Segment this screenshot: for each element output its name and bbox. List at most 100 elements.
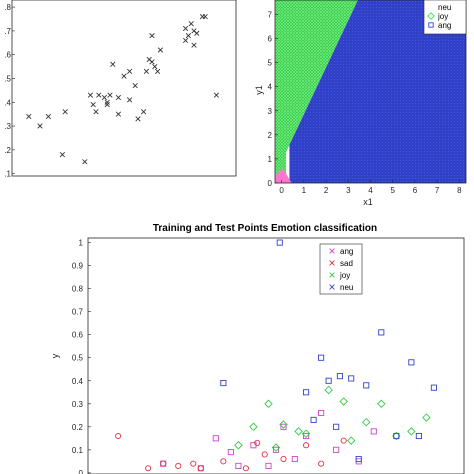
plot-area-top-left bbox=[11, 0, 237, 177]
data-point-joy bbox=[377, 399, 386, 409]
data-point bbox=[104, 102, 110, 108]
data-point-neu bbox=[348, 375, 355, 382]
y-tick-label: 0.7 bbox=[72, 308, 84, 317]
data-point-neu bbox=[220, 380, 227, 387]
y-axis-label-bottom: y bbox=[50, 353, 60, 358]
y-tick-label: .7 bbox=[4, 27, 11, 36]
data-point-neu bbox=[325, 377, 332, 384]
data-point bbox=[104, 99, 110, 105]
legend-marker bbox=[428, 22, 434, 28]
y-tick-label: .5 bbox=[4, 74, 11, 83]
data-point bbox=[140, 109, 147, 115]
data-point-joy bbox=[407, 427, 416, 436]
x-tick-label: 7 bbox=[435, 186, 440, 195]
data-point-joy bbox=[346, 436, 356, 445]
data-point bbox=[143, 68, 150, 74]
y-tick-label: 0.9 bbox=[72, 262, 84, 271]
x-axis-label-decision: x1 bbox=[363, 197, 373, 207]
y-tick-label: 0.5 bbox=[72, 354, 84, 363]
data-point-ang bbox=[303, 432, 310, 440]
data-point-neu bbox=[393, 432, 400, 440]
data-point-sad bbox=[160, 460, 167, 467]
data-point-sad bbox=[280, 455, 287, 463]
data-point bbox=[101, 94, 108, 101]
legend-marker bbox=[329, 248, 335, 254]
data-point-joy bbox=[234, 440, 243, 450]
data-point bbox=[121, 73, 127, 79]
data-point-sad bbox=[318, 460, 325, 467]
data-point-joy bbox=[324, 385, 333, 395]
data-point-sad bbox=[340, 437, 347, 444]
y-tick-label: .3 bbox=[4, 122, 11, 131]
data-point bbox=[157, 47, 164, 53]
data-point-neu bbox=[355, 455, 362, 463]
y-tick-label: 0 bbox=[79, 469, 84, 474]
data-point-joy bbox=[339, 397, 348, 406]
data-point bbox=[45, 113, 52, 120]
data-point-ang bbox=[227, 449, 234, 456]
data-point bbox=[152, 63, 158, 70]
data-point-neu bbox=[415, 432, 422, 440]
training-test-panel: Training and Test Points Emotion classif… bbox=[50, 223, 465, 474]
y-tick-label: 0.1 bbox=[72, 446, 84, 455]
data-point-joy bbox=[271, 443, 281, 452]
x-tick-label: 4 bbox=[368, 186, 373, 195]
plot-area-bottom bbox=[87, 237, 465, 474]
legend-marker bbox=[329, 272, 335, 278]
y-tick-label: 6 bbox=[268, 35, 273, 44]
scatter-panel-top-left: .1 .2 .3 .4 .5 .6 .7 .8 bbox=[4, 0, 237, 179]
data-point bbox=[149, 59, 155, 65]
x-tick-label: 8 bbox=[457, 186, 462, 195]
data-point bbox=[185, 33, 192, 39]
y-tick-label: .1 bbox=[4, 170, 11, 179]
data-point bbox=[90, 102, 96, 108]
y-axis-ticks-top-left: .1 .2 .3 .4 .5 .6 .7 .8 bbox=[4, 3, 15, 179]
data-point-ang bbox=[291, 455, 298, 463]
data-point bbox=[59, 151, 66, 158]
data-point bbox=[213, 92, 220, 98]
data-point-neu bbox=[303, 389, 310, 396]
data-point bbox=[110, 61, 116, 67]
legend-label: neu bbox=[340, 283, 353, 292]
region-neu bbox=[275, 168, 292, 183]
data-point-joy bbox=[301, 429, 311, 438]
y-tick-label: 1 bbox=[79, 239, 84, 248]
legend-label: joy bbox=[339, 271, 350, 280]
data-point-neu bbox=[336, 373, 343, 380]
y-tick-label: 4 bbox=[268, 83, 273, 92]
data-point-sad bbox=[242, 465, 249, 472]
region-joy bbox=[275, 0, 358, 183]
data-point bbox=[107, 92, 113, 98]
data-point-joy bbox=[249, 422, 258, 432]
data-point bbox=[132, 83, 138, 89]
data-point bbox=[93, 109, 99, 115]
data-point-joy bbox=[362, 417, 371, 427]
y-tick-label: 0.4 bbox=[72, 377, 84, 386]
y-tick-label: 0 bbox=[268, 179, 273, 188]
legend-label: sad bbox=[340, 259, 353, 268]
data-point bbox=[182, 25, 189, 32]
data-point-sad bbox=[175, 462, 182, 469]
x-tick-label: 2 bbox=[324, 186, 329, 195]
y-tick-label: .2 bbox=[4, 146, 11, 155]
legend-marker bbox=[427, 12, 435, 20]
y-tick-label: 2 bbox=[268, 131, 273, 140]
data-point bbox=[87, 92, 94, 98]
data-point bbox=[126, 68, 133, 74]
y-tick-label: 0.2 bbox=[72, 423, 84, 432]
data-point-sad bbox=[220, 458, 227, 465]
y-tick-label: 5 bbox=[268, 59, 273, 68]
data-point-joy bbox=[264, 399, 273, 409]
data-point-sad bbox=[145, 465, 152, 472]
y-tick-label: 1 bbox=[268, 155, 273, 164]
data-point bbox=[115, 94, 122, 101]
data-point-sad bbox=[115, 432, 122, 440]
data-point bbox=[115, 111, 122, 117]
data-point bbox=[82, 159, 88, 165]
y-tick-label: .6 bbox=[4, 51, 11, 60]
data-point-neu bbox=[333, 423, 340, 430]
x-tick-label: 6 bbox=[413, 186, 418, 195]
axis-ticks-decision: 0 1 2 3 4 5 6 7 8 0 1 2 3 4 5 6 7 bbox=[268, 10, 463, 195]
